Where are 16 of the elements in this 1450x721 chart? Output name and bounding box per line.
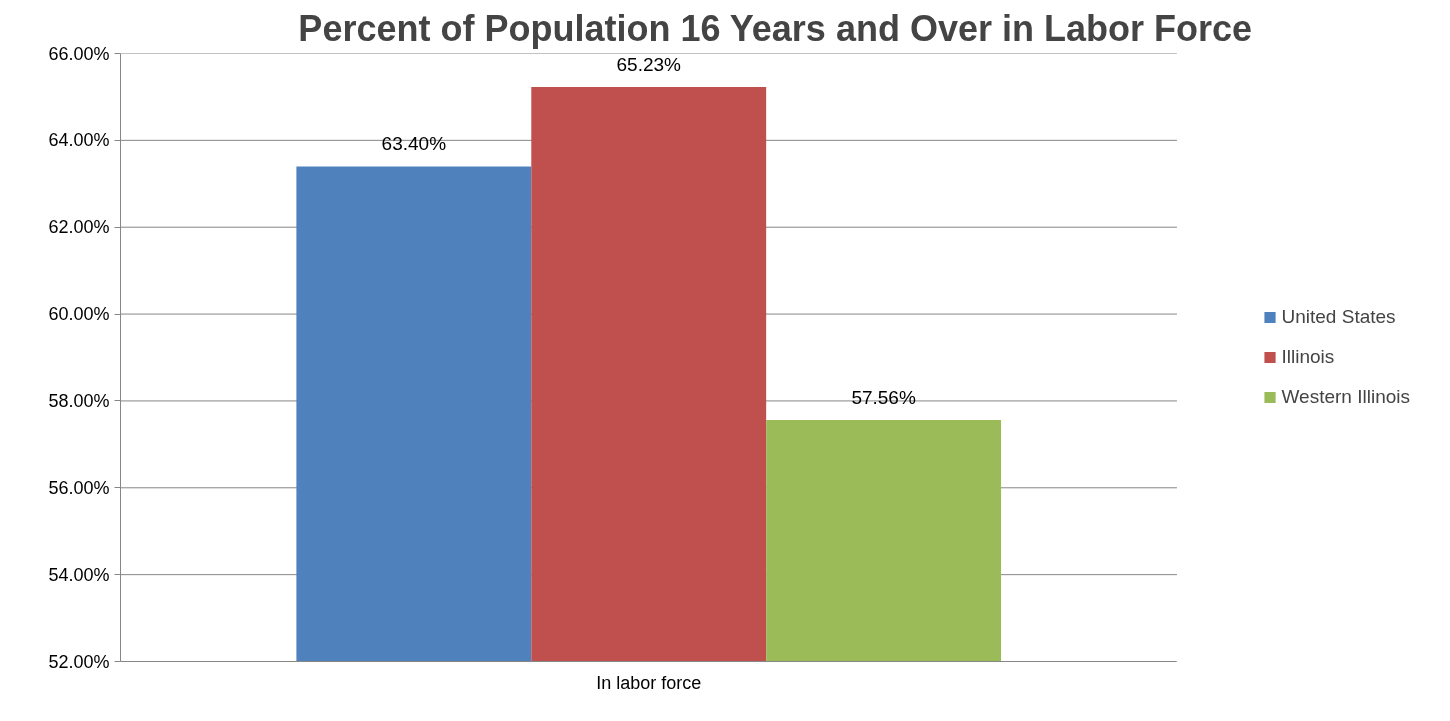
y-tick-label: 56.00% <box>48 477 110 498</box>
y-tick-label: 54.00% <box>48 564 110 585</box>
y-tick-label: 52.00% <box>48 651 110 672</box>
legend-label: United States <box>1281 306 1396 328</box>
y-tick-label: 62.00% <box>48 217 110 238</box>
y-tick-label: 60.00% <box>48 304 110 325</box>
x-tick-label: In labor force <box>596 672 702 693</box>
legend-label: Western Illinois <box>1281 386 1410 408</box>
y-tick-label: 58.00% <box>48 390 110 411</box>
y-tick-label: 64.00% <box>48 130 110 151</box>
y-tick-label: 66.00% <box>48 43 110 64</box>
data-label: 65.23% <box>616 53 682 75</box>
chart-title: Percent of Population 16 Years and Over in Labor Force <box>298 7 1252 49</box>
data-label: 57.56% <box>851 387 916 409</box>
legend-label: Illinois <box>1281 346 1335 368</box>
data-label: 63.40% <box>381 133 447 155</box>
